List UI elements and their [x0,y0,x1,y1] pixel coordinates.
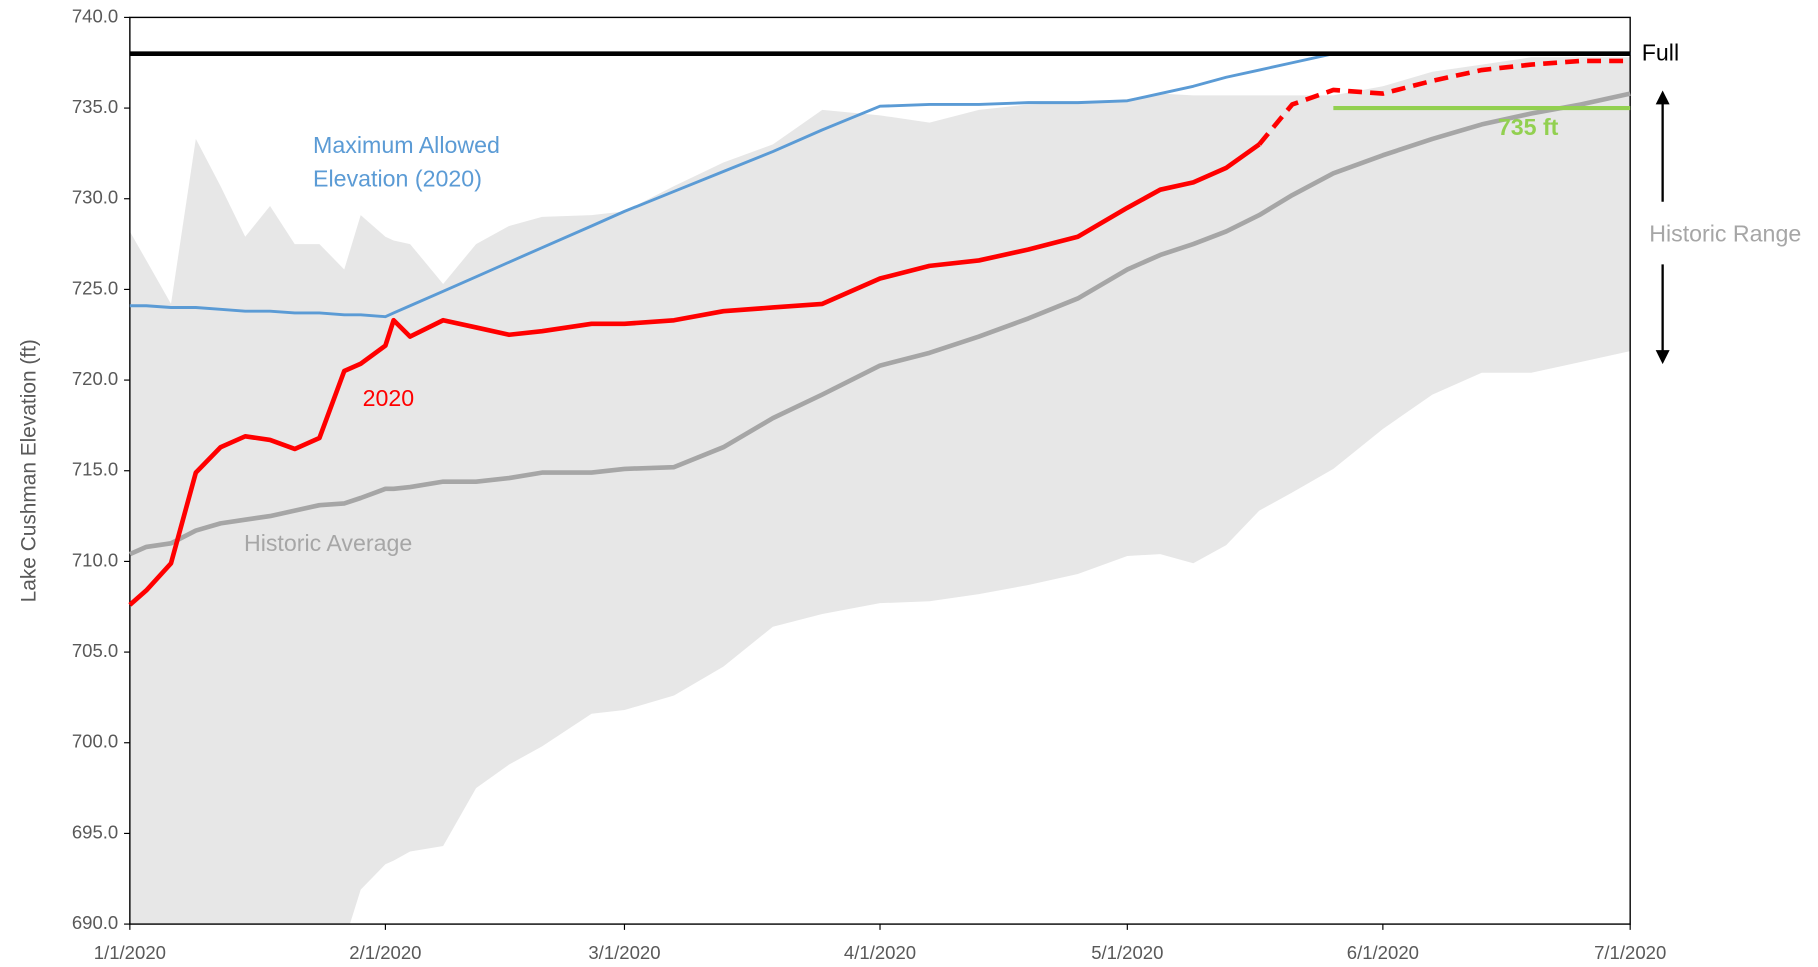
y-tick-label: 710.0 [72,549,118,570]
series-label: 2020 [363,385,415,411]
series-label: Full [1642,40,1679,66]
y-tick-label: 705.0 [72,640,118,661]
x-tick-label: 1/1/2020 [94,942,166,963]
y-axis-label: Lake Cushman Elevation (ft) [18,339,41,602]
x-tick-label: 7/1/2020 [1594,942,1666,963]
y-tick-label: 695.0 [72,821,118,842]
y-tick-label: 720.0 [72,368,118,389]
series-line [128,142,1261,607]
historic-range-area [129,57,1631,925]
series-label: 735 ft [1498,114,1559,140]
series-line [128,91,1631,557]
x-tick-label: 2/1/2020 [349,942,421,963]
y-tick-label: 735.0 [72,96,118,117]
area-layer [129,57,1631,925]
x-tick-label: 4/1/2020 [844,942,916,963]
x-tick-label: 5/1/2020 [1091,942,1163,963]
x-tick-label: 3/1/2020 [588,942,660,963]
y-tick-label: 715.0 [72,459,118,480]
x-tick-label: 6/1/2020 [1347,942,1419,963]
series-line [129,52,1631,319]
y-tick-label: 730.0 [72,187,118,208]
y-tick-label: 725.0 [72,277,118,298]
y-tick-label: 690.0 [72,912,118,933]
y-tick-label: 700.0 [72,731,118,752]
y-tick-label: 740.0 [72,5,118,26]
series-label: Maximum Allowed Elevation (2020) [313,133,500,193]
series-label-box: Maximum Allowed Elevation (2020) [313,133,500,193]
series-label: Historic Range [1649,221,1801,247]
series-label: Historic Average [244,530,412,556]
series-line [1257,58,1631,146]
